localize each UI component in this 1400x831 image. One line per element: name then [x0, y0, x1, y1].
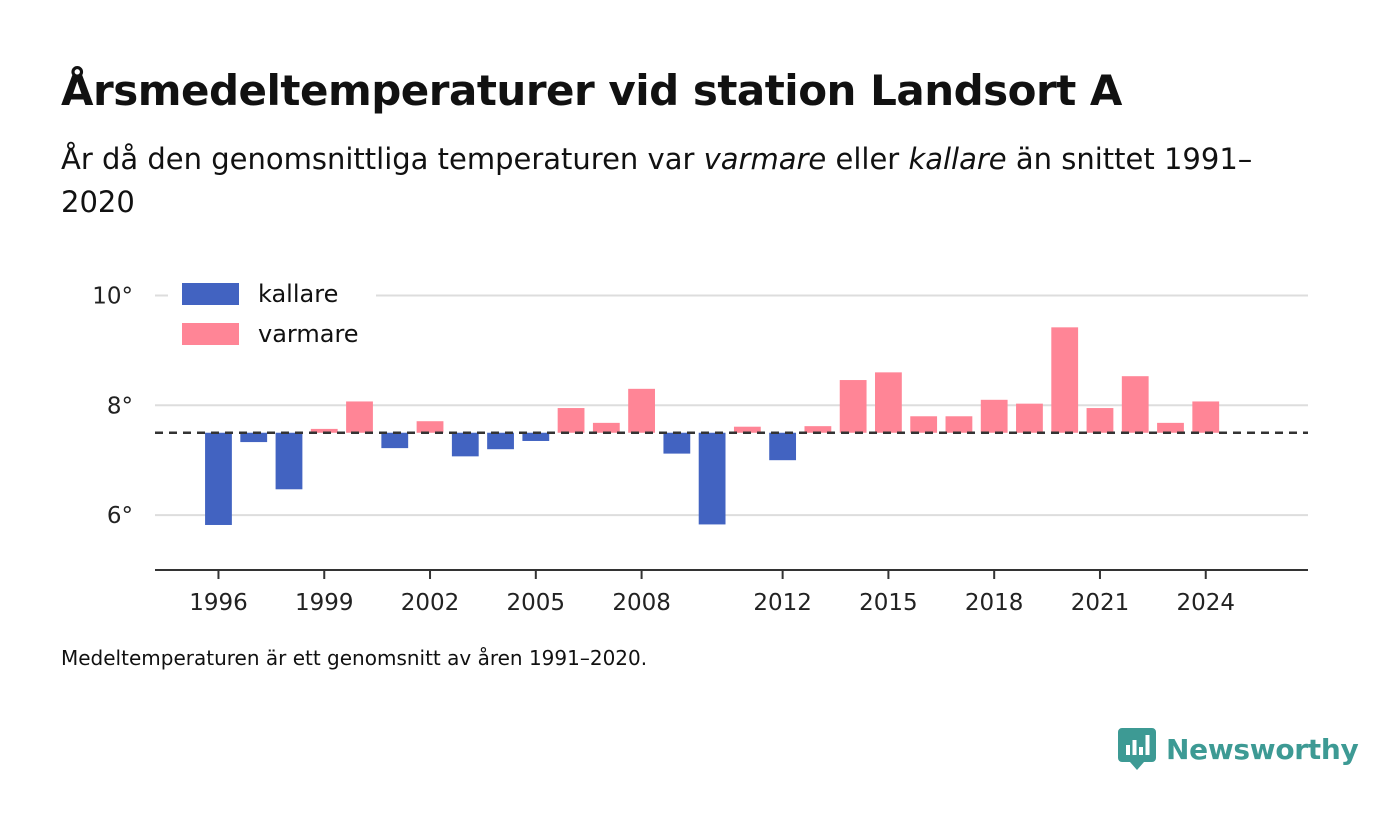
chart-title: Årsmedeltemperaturer vid station Landsor… [61, 66, 1122, 115]
y-tick-label: 8° [107, 393, 133, 419]
bar-warmer [875, 372, 902, 433]
x-tick-label: 1996 [189, 590, 248, 616]
bar-colder [275, 432, 303, 490]
y-tick-label: 6° [107, 503, 133, 529]
bar-colder [522, 432, 550, 441]
x-tick-label: 2008 [612, 590, 671, 616]
bar-colder [205, 432, 232, 525]
bar-warmer [628, 388, 655, 433]
bar-warmer [310, 428, 338, 433]
bar-warmer [804, 426, 832, 433]
legend-swatch-warmer [182, 323, 239, 345]
x-tick-label: 1999 [295, 590, 354, 616]
bar-warmer [945, 416, 973, 433]
subtitle-text-end: än snittet 1991–2020 [61, 142, 1253, 219]
newsworthy-logo: Newsworthy [1118, 728, 1359, 770]
bar-colder [487, 432, 514, 450]
bar-warmer [1157, 422, 1184, 433]
legend-swatch-colder [182, 283, 239, 305]
bar-warmer [592, 422, 620, 433]
bar-colder [240, 432, 268, 443]
y-tick-label: 10° [92, 283, 133, 309]
x-tick-label: 2021 [1071, 590, 1130, 616]
bar-colder [698, 432, 726, 525]
bar-warmer [1051, 327, 1079, 433]
bar-warmer [1016, 403, 1043, 433]
x-tick-label: 2005 [507, 590, 566, 616]
bar-warmer [346, 401, 373, 433]
bar-warmer [416, 421, 444, 433]
bar-warmer [1121, 376, 1149, 433]
subtitle-text-start: År då den genomsnittliga temperaturen va… [61, 142, 704, 176]
bar-warmer [980, 399, 1008, 433]
bar-warmer [839, 380, 867, 433]
chart-subtitle: År då den genomsnittliga temperaturen va… [61, 138, 1311, 224]
subtitle-cold-word: kallare [908, 142, 1007, 176]
bar-colder [769, 432, 797, 461]
bar-warmer [733, 426, 761, 433]
bar-warmer [910, 416, 938, 433]
bar-warmer [1086, 408, 1114, 433]
subtitle-text-middle: eller [826, 142, 909, 176]
legend-label-colder: kallare [258, 280, 338, 308]
bar-colder [381, 432, 409, 449]
bar-colder [663, 432, 691, 454]
bar-warmer [557, 408, 585, 433]
brand-name: Newsworthy [1166, 732, 1359, 766]
bar-colder [451, 432, 479, 457]
x-tick-label: 2024 [1176, 590, 1235, 616]
newsworthy-badge-icon [1118, 728, 1156, 770]
x-tick-label: 2002 [401, 590, 460, 616]
bar-warmer [1192, 401, 1220, 433]
x-tick-label: 2012 [753, 590, 812, 616]
footnote: Medeltemperaturen är ett genomsnitt av å… [61, 646, 648, 670]
x-tick-label: 2018 [965, 590, 1024, 616]
x-tick-label: 2015 [859, 590, 918, 616]
legend-label-warmer: varmare [258, 320, 359, 348]
subtitle-warm-word: varmare [703, 142, 827, 176]
